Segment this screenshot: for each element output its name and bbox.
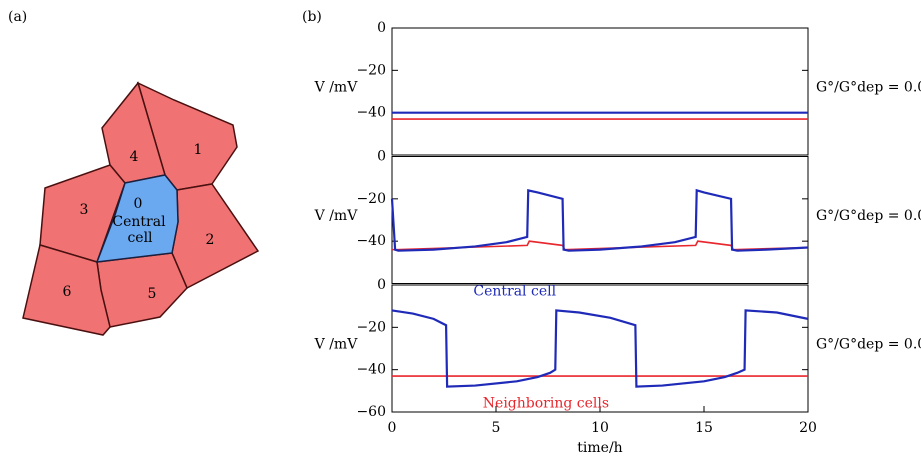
- y-axis-label: V /mV: [314, 208, 359, 224]
- x-axis-label: time/h: [577, 440, 622, 456]
- series-label: Central cell: [473, 283, 556, 299]
- cell-label: 2: [206, 232, 215, 248]
- cell: [39, 164, 126, 263]
- cell-label: 4: [130, 149, 139, 165]
- y-tick-label: −40: [356, 233, 386, 249]
- panel-annotation: G°/G°dep = 0.02: [816, 80, 921, 96]
- cell-text: cell: [127, 230, 153, 246]
- cell: [171, 183, 260, 290]
- line: [390, 188, 809, 252]
- y-tick-label: 0: [377, 20, 386, 36]
- x-tick-label: 5: [492, 420, 501, 436]
- central-cell: [95, 174, 179, 263]
- y-axis-label: V /mV: [314, 80, 359, 96]
- y-tick-label: −20: [356, 191, 386, 207]
- cell-label: 3: [80, 202, 89, 218]
- cell-label: 5: [148, 286, 157, 302]
- y-tick-label: 0: [377, 149, 386, 165]
- y-tick-label: −40: [356, 362, 386, 378]
- cell: [96, 252, 188, 328]
- cell-diagram: 0 1 2 3 4 5 6 Central cell: [22, 81, 260, 336]
- y-tick-label: −60: [356, 404, 386, 420]
- x-tick-label: 10: [591, 420, 609, 436]
- panel-label: (a): [8, 9, 27, 25]
- plot-frame: [391, 156, 809, 284]
- panel-label: (b): [302, 9, 322, 25]
- cell-text: Central: [112, 214, 166, 230]
- panel-annotation: G°/G°dep = 0.00: [816, 337, 921, 353]
- x-tick-label: 0: [388, 420, 397, 436]
- x-tick-label: 15: [695, 420, 713, 436]
- line: [391, 309, 809, 388]
- series-label: Neighboring cells: [483, 396, 609, 412]
- cell-label: 1: [194, 142, 203, 158]
- y-axis-label: V /mV: [314, 337, 359, 353]
- x-tick-label: 20: [799, 420, 817, 436]
- y-tick-label: 0: [377, 277, 386, 293]
- y-tick-label: −20: [356, 319, 386, 335]
- y-tick-label: −40: [356, 105, 386, 121]
- panel-annotation: G°/G°dep = 0.01: [816, 208, 921, 224]
- cell-label: 0: [134, 196, 143, 212]
- plot-frame: [391, 27, 809, 156]
- y-tick-label: −20: [356, 62, 386, 78]
- cell-label: 6: [63, 284, 72, 300]
